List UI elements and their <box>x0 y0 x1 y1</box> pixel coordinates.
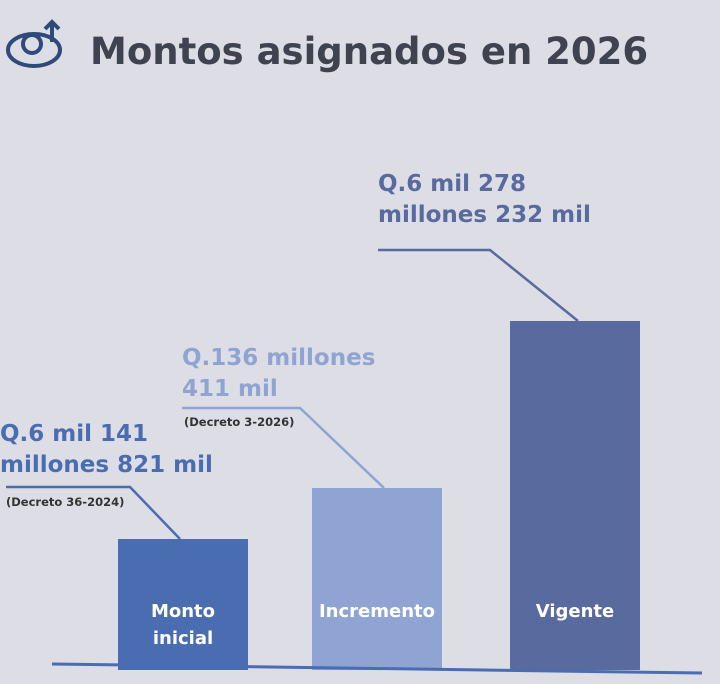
amount-line: Q.136 millones <box>182 345 376 371</box>
note: (Decreto 36-2024) <box>6 495 125 509</box>
amount-line: Q.6 mil 278 <box>378 171 527 197</box>
bar-label: Incremento <box>318 601 435 622</box>
amount-line: millones 821 mil <box>0 452 213 478</box>
amount: Q.6 mil 141 millones 821 mil <box>0 419 213 481</box>
title: Montos asignados en 2026 <box>90 30 649 73</box>
amount-line: millones 232 mil <box>378 202 591 228</box>
note: (Decreto 3-2026) <box>184 415 295 429</box>
bar: Vigente <box>510 321 640 670</box>
icon <box>6 19 62 68</box>
base-line <box>51 662 703 675</box>
amount-line: Q.6 mil 141 <box>0 421 149 447</box>
leader-line <box>6 485 181 540</box>
bar: Monto inicial <box>118 539 248 670</box>
amount: Q.6 mil 278 millones 232 mil <box>378 169 591 231</box>
leader-line <box>378 248 579 322</box>
bar-label: Monto inicial <box>150 601 216 649</box>
leader-line <box>182 406 385 489</box>
amount-line: 411 mil <box>182 376 278 402</box>
bar: Incremento <box>312 488 442 670</box>
bar-label: Vigente <box>535 601 615 622</box>
amount: Q.136 millones 411 mil <box>182 343 375 405</box>
